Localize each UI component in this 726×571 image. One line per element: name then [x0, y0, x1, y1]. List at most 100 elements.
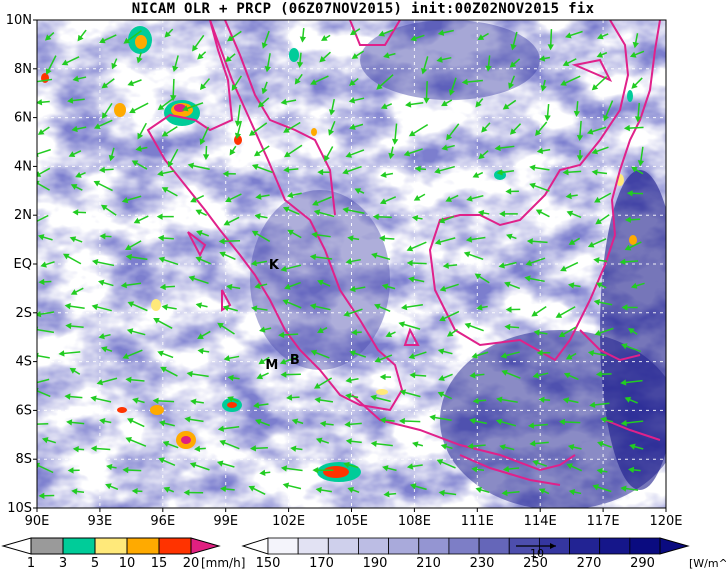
wind-vector-head [439, 285, 447, 292]
longitude-label: 105E [335, 514, 368, 529]
wind-vector-head [634, 116, 642, 123]
wind-vector-head [370, 394, 377, 401]
wind-vector [37, 328, 55, 334]
wind-vector-head [71, 488, 78, 495]
wind-vector-head [477, 34, 485, 40]
wind-vector-head [540, 85, 547, 92]
wind-vector-head [573, 110, 581, 117]
wind-vector-head [217, 322, 224, 329]
wind-vector-head [531, 310, 538, 317]
wind-vector-head [529, 164, 536, 171]
wind-vector [37, 182, 50, 191]
wind-vector-head [597, 441, 604, 448]
wind-vector-head [163, 486, 171, 493]
wind-vector-head [378, 30, 385, 37]
wind-vector-head [381, 283, 389, 290]
wind-vector-head [600, 416, 607, 424]
wind-vector-head [280, 465, 288, 472]
wind-vector-head [66, 419, 73, 426]
wind-vector-head [421, 67, 428, 75]
wind-vector-head [471, 466, 478, 473]
wind-vector-head [568, 239, 576, 245]
wind-vectors [31, 27, 645, 499]
wind-vector [37, 148, 51, 155]
wind-vector-head [125, 253, 133, 261]
wind-vector-head [197, 347, 204, 355]
wind-vector-head [347, 235, 354, 242]
wind-vector-head [259, 469, 266, 476]
wind-vector-head [101, 82, 109, 89]
wind-vector-head [287, 229, 294, 236]
wind-vector-head [463, 251, 471, 258]
wind-vector-head [565, 192, 572, 200]
wind-vector-head [446, 133, 453, 141]
wind-vector-head [219, 251, 226, 258]
wind-vector-head [619, 258, 626, 265]
wind-vector-head [136, 56, 143, 64]
wind-vector-head [532, 372, 540, 379]
wind-vector-head [434, 238, 442, 245]
wind-vector-head [45, 68, 52, 75]
wind-vector-head [156, 213, 163, 220]
wind-vector-head [90, 445, 97, 452]
wind-vector-head [595, 218, 602, 225]
wind-vector-head [38, 492, 45, 499]
wind-vector-head [37, 99, 43, 106]
wind-vector-head [412, 441, 419, 448]
wind-vector-head [72, 446, 79, 453]
wind-vector [37, 389, 51, 398]
olr-unit: [W/m^2] [689, 557, 726, 570]
wind-vector-head [385, 331, 393, 338]
wind-vector-head [388, 152, 395, 160]
wind-vector-head [69, 236, 77, 243]
wind-vector-head [284, 283, 291, 290]
olr-colorbar-low-arrow [241, 537, 269, 555]
wind-vector-head [347, 486, 354, 493]
wind-vector-head [67, 97, 74, 104]
wind-vector-head [509, 61, 517, 68]
wind-vector-head [328, 109, 336, 116]
wind-vector-head [620, 379, 627, 386]
wind-vector-head [565, 32, 572, 39]
wind-vector-head [481, 126, 488, 133]
wind-vector-head [312, 466, 319, 474]
wind-vector-head [223, 219, 231, 226]
wind-vector-head [152, 397, 159, 404]
wind-vector-head [99, 37, 106, 44]
wind-vector-head [186, 370, 193, 378]
wind-vector-head [158, 457, 165, 464]
wind-vector-head [309, 253, 317, 261]
wind-vector-head [96, 379, 104, 386]
wind-vector [37, 214, 49, 223]
wind-vector-head [379, 417, 386, 424]
wind-vector-head [509, 128, 517, 135]
wind-vector-head [219, 439, 226, 446]
wind-vector-head [593, 257, 600, 264]
wind-vector-head [199, 138, 206, 146]
wind-vector-head [344, 421, 351, 428]
wind-vector-head [259, 326, 266, 333]
wind-vector-head [603, 114, 610, 122]
wind-vector-head [31, 80, 35, 84]
wind-vector-head [284, 151, 291, 158]
wind-vector-head [158, 420, 166, 427]
place-marker-m: M [265, 358, 278, 373]
wind-vector-head [91, 258, 99, 266]
wind-vector [37, 354, 50, 359]
olr-colorbar-label: 250 [523, 556, 548, 571]
wind-vector-head [379, 373, 386, 381]
wind-vector-head [137, 132, 144, 140]
wind-vector-head [227, 374, 234, 382]
wind-vector-head [196, 230, 203, 237]
wind-vector-head [469, 372, 476, 379]
wind-vector-head [567, 444, 575, 451]
latitude-label: 6S [15, 403, 32, 418]
wind-vector-head [349, 123, 356, 130]
wind-vector-head [529, 182, 536, 189]
wind-vector-head [93, 180, 101, 187]
wind-vector-head [106, 463, 113, 471]
wind-vector-head [324, 155, 330, 162]
wind-vector-head [391, 138, 399, 145]
wind-vector-head [508, 82, 515, 89]
